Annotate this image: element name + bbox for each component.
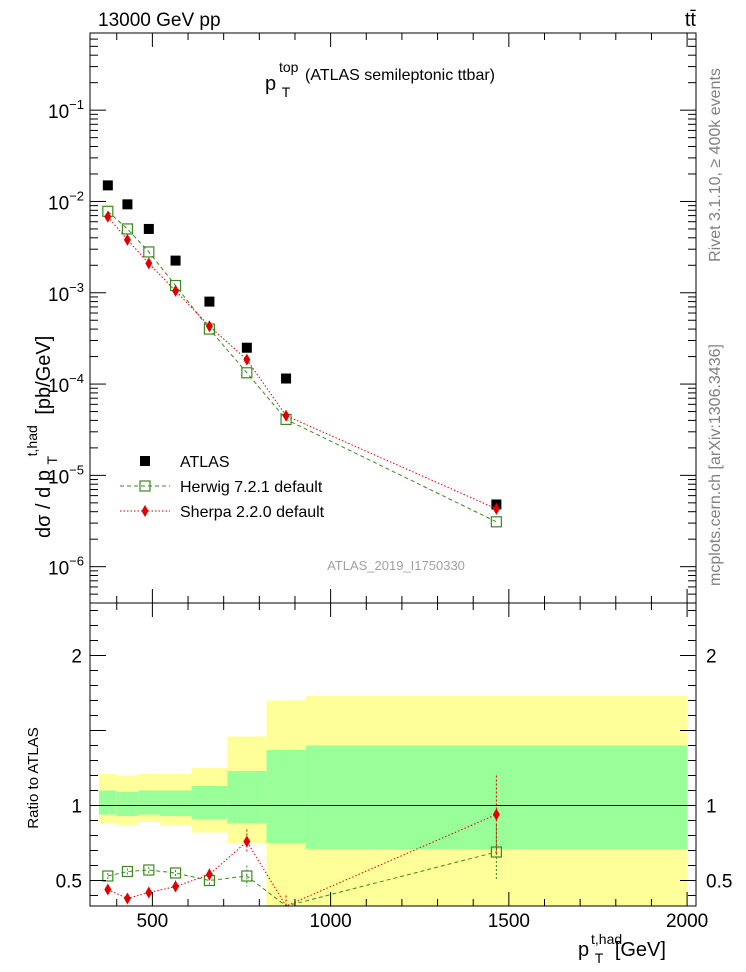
xlabel-symbol: p <box>578 939 589 961</box>
main-y-tick-label: 10−2 <box>48 188 84 214</box>
mcplots-label: mcplots.cern.ch [arXiv:1306.3436] <box>707 344 724 586</box>
ratio-ylabel: Ratio to ATLAS <box>25 727 42 828</box>
legend: ATLAS Herwig 7.2.1 default Sherpa 2.2.0 de… <box>120 454 325 521</box>
x-tick-label: 1000 <box>309 911 351 932</box>
data-point-2 <box>172 284 180 297</box>
ratio-point-1 <box>492 808 500 821</box>
legend-marker <box>140 456 150 466</box>
data-point-2 <box>282 409 290 422</box>
xlabel: p T [GeV] t,had <box>578 931 666 968</box>
ratio-y-tick-label-right: 1 <box>706 797 717 818</box>
data-point-0 <box>143 223 154 234</box>
ratio-point-1 <box>205 868 213 881</box>
rivet-version-label: Rivet 3.1.10, ≥ 400k events <box>707 68 724 262</box>
data-point-1 <box>490 516 502 528</box>
data-point-1 <box>241 367 253 379</box>
ratio-plot-frame <box>89 602 697 907</box>
header-process-label: tt̄ <box>685 9 697 31</box>
data-point-1 <box>143 246 155 258</box>
ratio-y-tick-label: 0.5 <box>56 872 82 893</box>
data-point-0 <box>122 199 133 210</box>
svg-text:p T [GeV]: p T [GeV] <box>578 939 666 968</box>
data-point-0 <box>170 255 181 266</box>
legend-label: Sherpa 2.2.0 default <box>180 504 325 521</box>
legend-label: Herwig 7.2.1 default <box>180 479 323 496</box>
ratio-line-1 <box>107 814 497 907</box>
legend-marker <box>139 480 151 492</box>
series-line-1 <box>107 210 497 523</box>
data-point-2 <box>492 502 500 515</box>
xlabel-sup: t,had <box>591 931 622 947</box>
ratio-point-1 <box>104 883 112 896</box>
ratio-point-0 <box>102 870 114 882</box>
ratio-y-tick-label-right: 0.5 <box>706 872 732 893</box>
ratio-band-green <box>266 750 306 843</box>
ratio-point-0 <box>169 867 182 879</box>
data-point-0 <box>102 180 113 191</box>
legend-label: ATLAS <box>180 454 230 471</box>
svg-text:dσ / d p T t,h: dσ / d p T t,had [pb/GeV] <box>20 336 62 538</box>
data-point-2 <box>145 257 153 270</box>
title-text: (ATLAS semileptonic ttbar) <box>305 67 495 84</box>
ratio-point-1 <box>145 886 153 899</box>
ratio-point-0 <box>143 864 155 876</box>
data-point-2 <box>104 210 112 223</box>
watermark-label: ATLAS_2019_I1750330 <box>327 558 465 573</box>
main-y-tick-label: 10−3 <box>48 280 84 306</box>
ratio-point-1 <box>243 835 251 848</box>
ylabel-sub: T <box>44 455 60 464</box>
series-line-2 <box>107 216 497 510</box>
header-collision-label: 13000 GeV pp <box>98 10 221 31</box>
ratio-band-green <box>227 771 267 824</box>
main-y-tick-label: 10−5 <box>48 462 84 488</box>
ratio-point-1 <box>123 892 131 905</box>
ratio-plot-panel: 0.5 0.5 1 1 2 2 500 1000 1500 2000 Ratio to ATLA… <box>25 602 732 968</box>
ratio-y-tick-label-right: 2 <box>706 647 717 668</box>
xlabel-unit: [GeV] <box>615 939 666 961</box>
title-symbol: p <box>265 73 276 95</box>
ylabel-main: dσ / d p <box>33 470 55 538</box>
ratio-point-0 <box>121 865 134 878</box>
ratio-point-0 <box>241 870 253 882</box>
data-point-2 <box>123 233 131 246</box>
data-point-0 <box>281 373 292 384</box>
xlabel-sub: T <box>595 950 604 966</box>
legend-marker <box>141 505 149 517</box>
svg-text:p T: p T <box>265 73 291 100</box>
main-ylabel: dσ / d p T t,had [pb/GeV] <box>20 336 62 538</box>
main-y-tick-label: 10−4 <box>48 371 84 397</box>
x-tick-label: 1500 <box>488 911 530 932</box>
ratio-band-green <box>98 790 117 815</box>
data-point-0 <box>204 296 215 307</box>
ylabel-sup: t,had <box>24 425 40 456</box>
title-symbol-sub: T <box>282 84 291 100</box>
main-y-tick-label: 10−6 <box>48 554 84 580</box>
data-point-2 <box>243 353 251 366</box>
ratio-point-1 <box>172 880 180 893</box>
data-point-2 <box>205 320 213 333</box>
ratio-line-0 <box>107 851 497 907</box>
main-title: p T top (ATLAS semileptonic ttbar) <box>265 59 495 100</box>
x-tick-label: 2000 <box>666 911 708 932</box>
main-plot-panel: 10−6 10−5 10−4 10−3 10−2 10−1 ATLAS_2019_I175… <box>20 32 697 604</box>
ratio-band-green <box>191 786 228 819</box>
ylabel-unit: [pb/GeV] <box>33 336 55 415</box>
ratio-point-0 <box>490 846 502 858</box>
title-symbol-sup: top <box>279 59 299 75</box>
x-tick-label: 500 <box>137 911 169 932</box>
ratio-band-green <box>159 790 192 816</box>
data-point-0 <box>241 342 252 353</box>
ratio-y-tick-label: 1 <box>71 797 82 818</box>
main-y-tick-label: 10−1 <box>48 97 84 123</box>
ratio-band-green <box>116 792 139 816</box>
ratio-band-green <box>138 790 160 815</box>
ratio-y-tick-label: 2 <box>71 647 82 668</box>
